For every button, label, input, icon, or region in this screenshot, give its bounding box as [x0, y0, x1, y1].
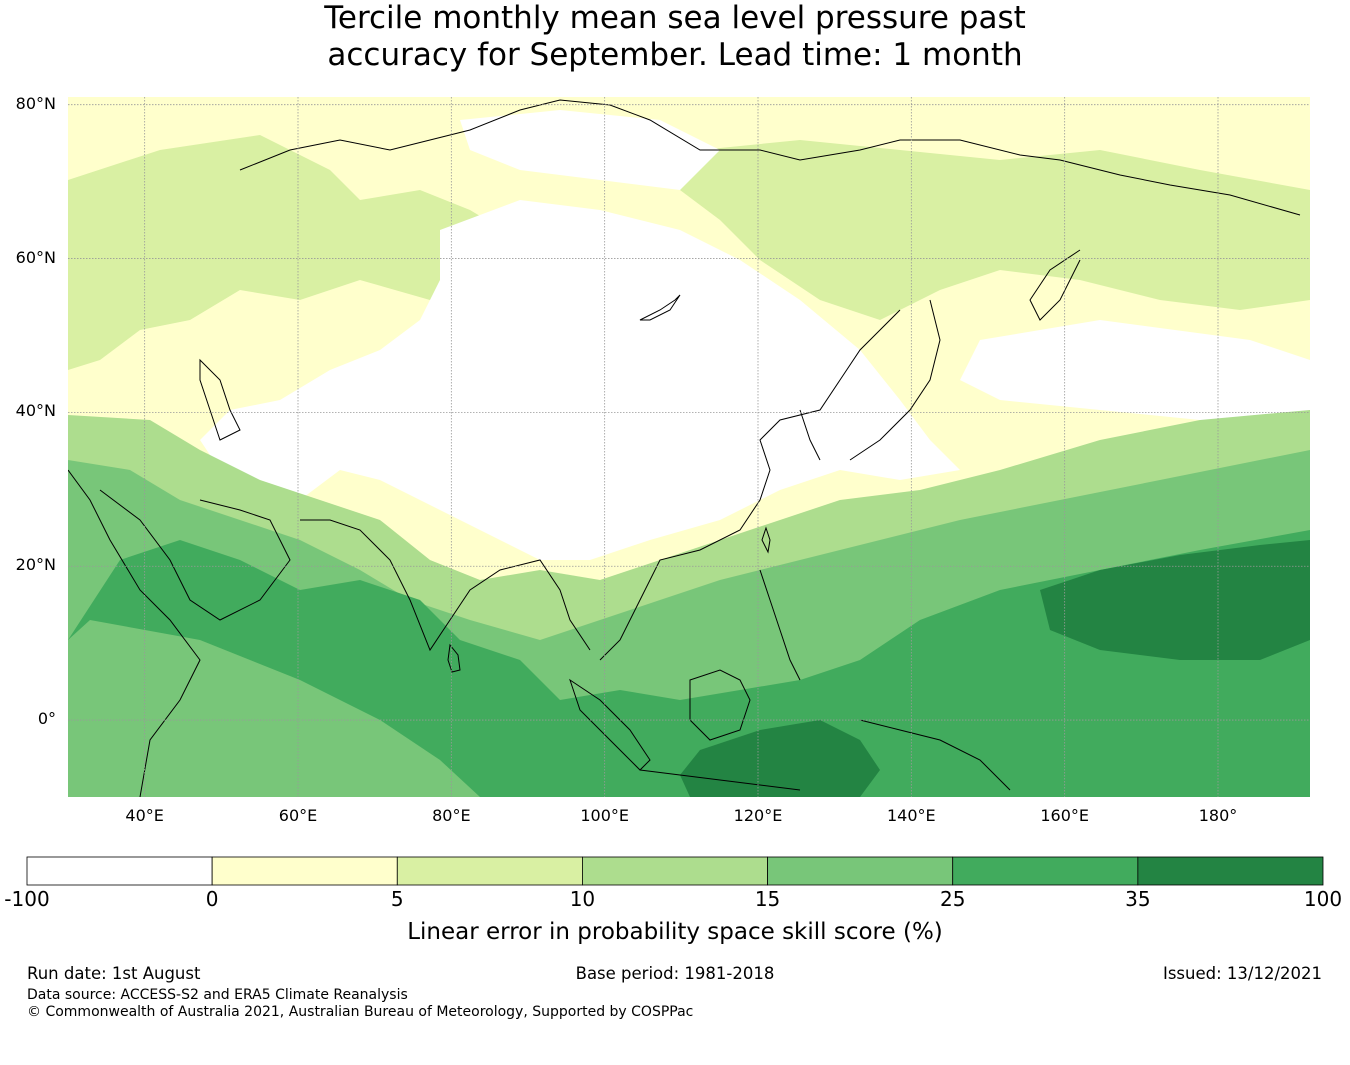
lat-label: 80°N: [15, 93, 56, 113]
field-region-western-pacific: [1040, 540, 1310, 660]
coastline-korea: [799, 409, 821, 461]
coastline-new-guinea: [859, 719, 1011, 791]
lat-label: 0°: [37, 709, 56, 729]
coastline-java: [639, 769, 801, 791]
colorbar-segment: [211, 856, 398, 886]
lat-label: 60°N: [15, 247, 56, 267]
base-period: Base period: 1981-2018: [575, 964, 775, 983]
coastline-sri-lanka: [447, 643, 461, 673]
run-date: Run date: 1st August: [27, 964, 201, 983]
colorbar-segment: [582, 856, 768, 886]
skill-field: [68, 97, 1310, 797]
field-region-western-siberia: [68, 135, 520, 370]
gridlines: [68, 97, 1310, 797]
lat-label: 20°N: [15, 555, 56, 575]
coastline-africa: [68, 469, 201, 797]
colorbar-tick-label: 10: [569, 887, 596, 911]
lat-label: 40°N: [15, 401, 56, 421]
field-region-north-white: [460, 110, 720, 190]
copyright-notice: © Commonwealth of Australia 2021, Austra…: [27, 1004, 694, 1020]
lon-label: 80°E: [432, 806, 471, 825]
colorbar-tick-label: 25: [939, 887, 966, 911]
colorbar-segment: [26, 856, 213, 886]
colorbar-segment: [767, 856, 954, 886]
coastline-caspian: [199, 358, 241, 441]
coastline-philippines: [759, 569, 801, 681]
field-region-japan-white: [960, 320, 1310, 420]
colorbar: [26, 856, 1324, 886]
lon-label: 180°: [1198, 806, 1238, 825]
lon-label: 40°E: [125, 806, 164, 825]
lon-label: 60°E: [278, 806, 318, 825]
coastline-borneo: [689, 669, 751, 741]
coastline-japan: [849, 299, 941, 461]
lon-label: 160°E: [1040, 806, 1089, 825]
lon-label: 100°E: [580, 806, 629, 825]
lon-label: 140°E: [887, 806, 936, 825]
map-title: Tercile monthly mean sea level pressure …: [0, 0, 1350, 74]
colorbar-tick-label: 100: [1303, 887, 1343, 911]
issued-date: Issued: 13/12/2021: [1162, 964, 1322, 983]
title-line-2: accuracy for September. Lead time: 1 mon…: [327, 37, 1023, 73]
coastline-taiwan: [761, 526, 771, 554]
colorbar-segment: [952, 856, 1139, 886]
coastline-arctic: [239, 99, 1301, 216]
colorbar-segment: [1137, 856, 1324, 886]
coastline-baikal: [639, 294, 681, 321]
coastline-arabia: [99, 489, 291, 621]
data-source: Data source: ACCESS-S2 and ERA5 Climate …: [27, 987, 408, 1003]
colorbar-label: Linear error in probability space skill …: [407, 919, 943, 945]
coastline-east-asia: [599, 309, 901, 661]
colorbar-tick-label: 5: [390, 887, 404, 911]
colorbar-tick-label: 35: [1125, 887, 1151, 911]
coastline-kamchatka: [1029, 249, 1081, 321]
colorbar-tick-label: 15: [754, 887, 781, 911]
colorbar-segment: [396, 856, 583, 886]
coastline-sumatra: [569, 678, 651, 771]
field-region-central-indian: [68, 620, 480, 797]
coastlines: [68, 99, 1301, 797]
colorbar-tick-label: -100: [4, 887, 50, 911]
title-line-1: Tercile monthly mean sea level pressure …: [324, 0, 1026, 36]
field-region-east-siberia: [680, 140, 1310, 320]
colorbar-tick-label: 0: [205, 887, 219, 911]
coastline-south-asia: [300, 519, 591, 652]
field-region-java-sea: [680, 720, 880, 797]
lon-label: 120°E: [733, 806, 783, 825]
